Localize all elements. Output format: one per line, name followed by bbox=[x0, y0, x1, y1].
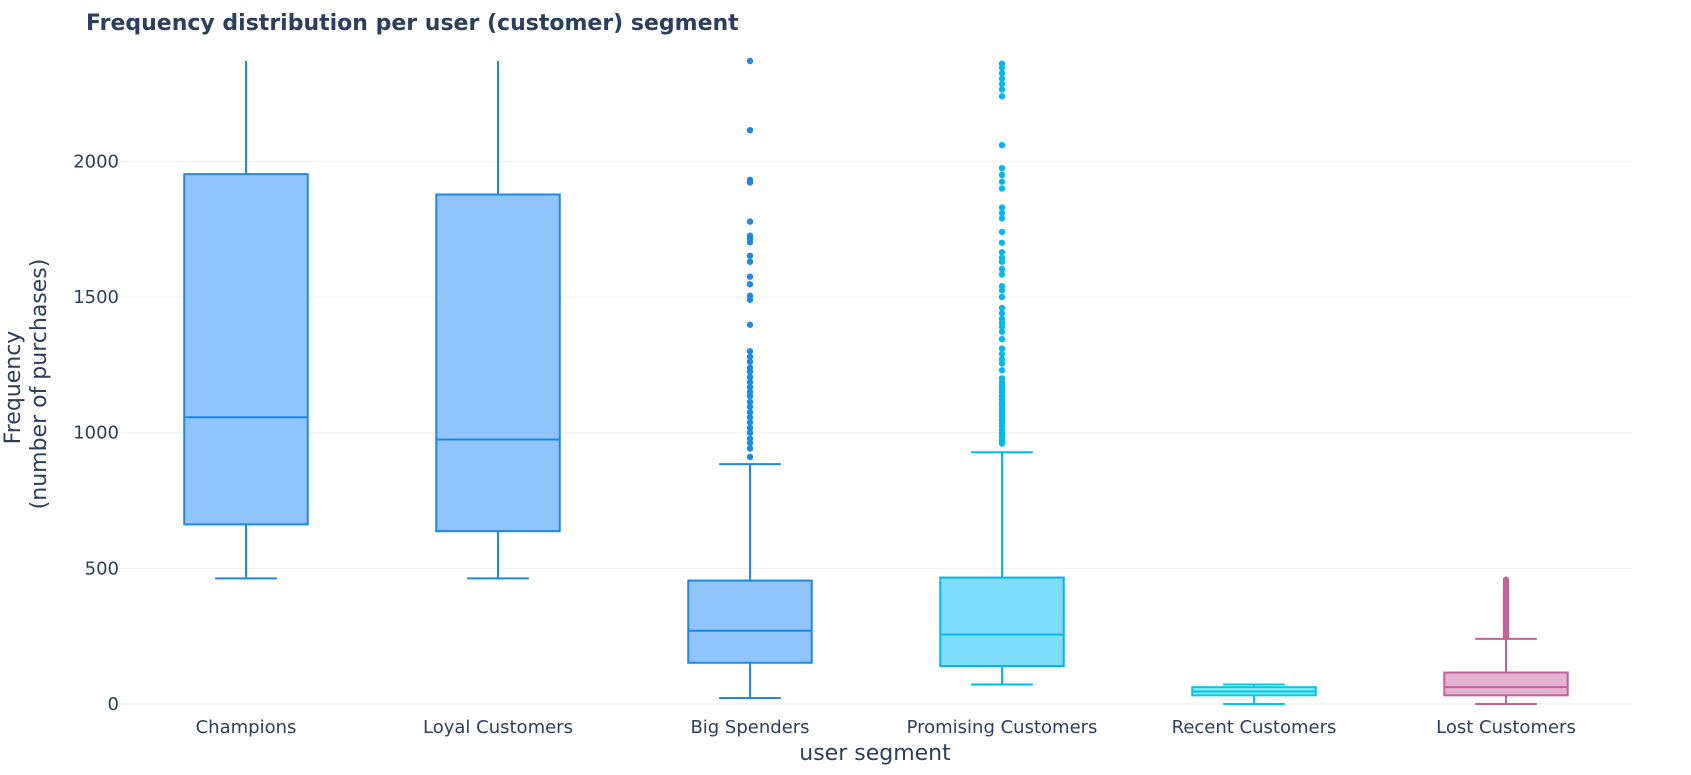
box-series bbox=[183, 57, 1569, 705]
outlier-point bbox=[998, 315, 1006, 322]
outlier-point bbox=[998, 70, 1006, 77]
outlier-point bbox=[998, 141, 1006, 149]
outlier-point bbox=[998, 328, 1006, 335]
outlier-point bbox=[998, 304, 1006, 312]
box-4 bbox=[1191, 683, 1317, 705]
outlier-point bbox=[746, 379, 754, 386]
y-tick-label-2000: 2000 bbox=[73, 151, 119, 172]
outlier-point bbox=[998, 249, 1006, 256]
box-3 bbox=[939, 60, 1065, 686]
y-tick-label-1500: 1500 bbox=[73, 287, 119, 308]
x-tick-label-4: Recent Customers bbox=[1172, 717, 1337, 738]
outlier-point bbox=[998, 80, 1006, 88]
outlier-point bbox=[746, 358, 754, 365]
outlier-point bbox=[998, 93, 1006, 100]
outlier-point bbox=[998, 215, 1006, 222]
outlier-point bbox=[746, 57, 754, 65]
outlier-point bbox=[746, 419, 754, 426]
outlier-point bbox=[746, 424, 754, 432]
outlier-point bbox=[746, 445, 754, 452]
outlier-point bbox=[746, 373, 754, 381]
box-5 bbox=[1443, 576, 1569, 705]
outlier-point bbox=[746, 353, 754, 360]
outlier-point bbox=[998, 178, 1006, 185]
outlier-point bbox=[998, 356, 1006, 363]
outlier-point bbox=[746, 414, 754, 421]
outlier-point bbox=[998, 367, 1006, 374]
outlier-point bbox=[746, 364, 754, 371]
x-tick-label-1: Loyal Customers bbox=[423, 717, 573, 738]
outlier-point bbox=[746, 388, 754, 396]
x-tick-label-2: Big Spenders bbox=[690, 717, 809, 738]
box-2 bbox=[687, 57, 813, 700]
outlier-point bbox=[998, 282, 1006, 290]
y-tick-label-1000: 1000 bbox=[73, 423, 119, 444]
outlier-point bbox=[998, 60, 1006, 67]
outlier-point bbox=[998, 265, 1006, 273]
y-tick-label-500: 500 bbox=[85, 558, 119, 579]
outlier-point bbox=[746, 453, 754, 461]
y-tick-label-0: 0 bbox=[108, 694, 119, 715]
outlier-point bbox=[746, 403, 754, 411]
outlier-point bbox=[746, 252, 754, 259]
box-body bbox=[183, 173, 309, 526]
outlier-point bbox=[998, 350, 1006, 358]
outlier-point bbox=[746, 126, 754, 134]
outlier-point bbox=[998, 86, 1006, 93]
outlier-point bbox=[746, 273, 754, 280]
outlier-point bbox=[998, 164, 1006, 172]
x-axis: Champions Loyal Customers Big Spenders Prom… bbox=[196, 717, 1576, 738]
outlier-point bbox=[998, 293, 1006, 301]
box-1 bbox=[435, 61, 561, 580]
x-tick-label-0: Champions bbox=[196, 717, 297, 738]
outlier-point bbox=[746, 398, 754, 406]
outlier-point bbox=[1502, 576, 1510, 583]
outlier-point bbox=[746, 409, 754, 416]
box-0 bbox=[183, 61, 309, 580]
box-body bbox=[939, 576, 1065, 668]
outlier-point bbox=[746, 292, 754, 299]
outlier-point bbox=[998, 171, 1006, 179]
y-axis-title: Frequency (number of purchases) bbox=[1, 259, 52, 510]
outlier-point bbox=[998, 310, 1006, 317]
y-axis: 0 500 1000 1500 2000 bbox=[73, 151, 119, 715]
outlier-point bbox=[998, 271, 1006, 278]
outlier-point bbox=[998, 239, 1006, 246]
outlier-point bbox=[746, 176, 754, 184]
outlier-point bbox=[746, 429, 754, 436]
outlier-point bbox=[746, 435, 754, 442]
chart-title: Frequency distribution per user (custome… bbox=[86, 11, 739, 36]
outlier-point bbox=[998, 345, 1006, 352]
outlier-point bbox=[998, 228, 1006, 236]
outlier-point bbox=[746, 321, 754, 328]
gridlines bbox=[120, 160, 1632, 705]
outlier-point bbox=[998, 254, 1006, 261]
y-axis-title-line-1: Frequency bbox=[1, 331, 26, 445]
outlier-point bbox=[746, 232, 754, 239]
outlier-point bbox=[998, 185, 1006, 192]
outlier-point bbox=[998, 335, 1006, 343]
x-tick-label-3: Promising Customers bbox=[907, 717, 1098, 738]
y-axis-title-line-2: (number of purchases) bbox=[27, 259, 52, 510]
outlier-point bbox=[746, 383, 754, 391]
outlier-point bbox=[746, 258, 754, 265]
outlier-point bbox=[998, 375, 1006, 382]
box-body bbox=[435, 193, 561, 533]
outlier-point bbox=[746, 348, 754, 355]
outlier-point bbox=[998, 209, 1006, 217]
box-body bbox=[1443, 671, 1569, 697]
box-body bbox=[687, 579, 813, 664]
outlier-point bbox=[998, 75, 1006, 82]
outlier-point bbox=[746, 218, 754, 225]
x-tick-label-5: Lost Customers bbox=[1436, 717, 1576, 738]
outlier-point bbox=[746, 281, 754, 288]
outlier-point bbox=[998, 204, 1006, 211]
x-axis-title: user segment bbox=[799, 741, 951, 766]
